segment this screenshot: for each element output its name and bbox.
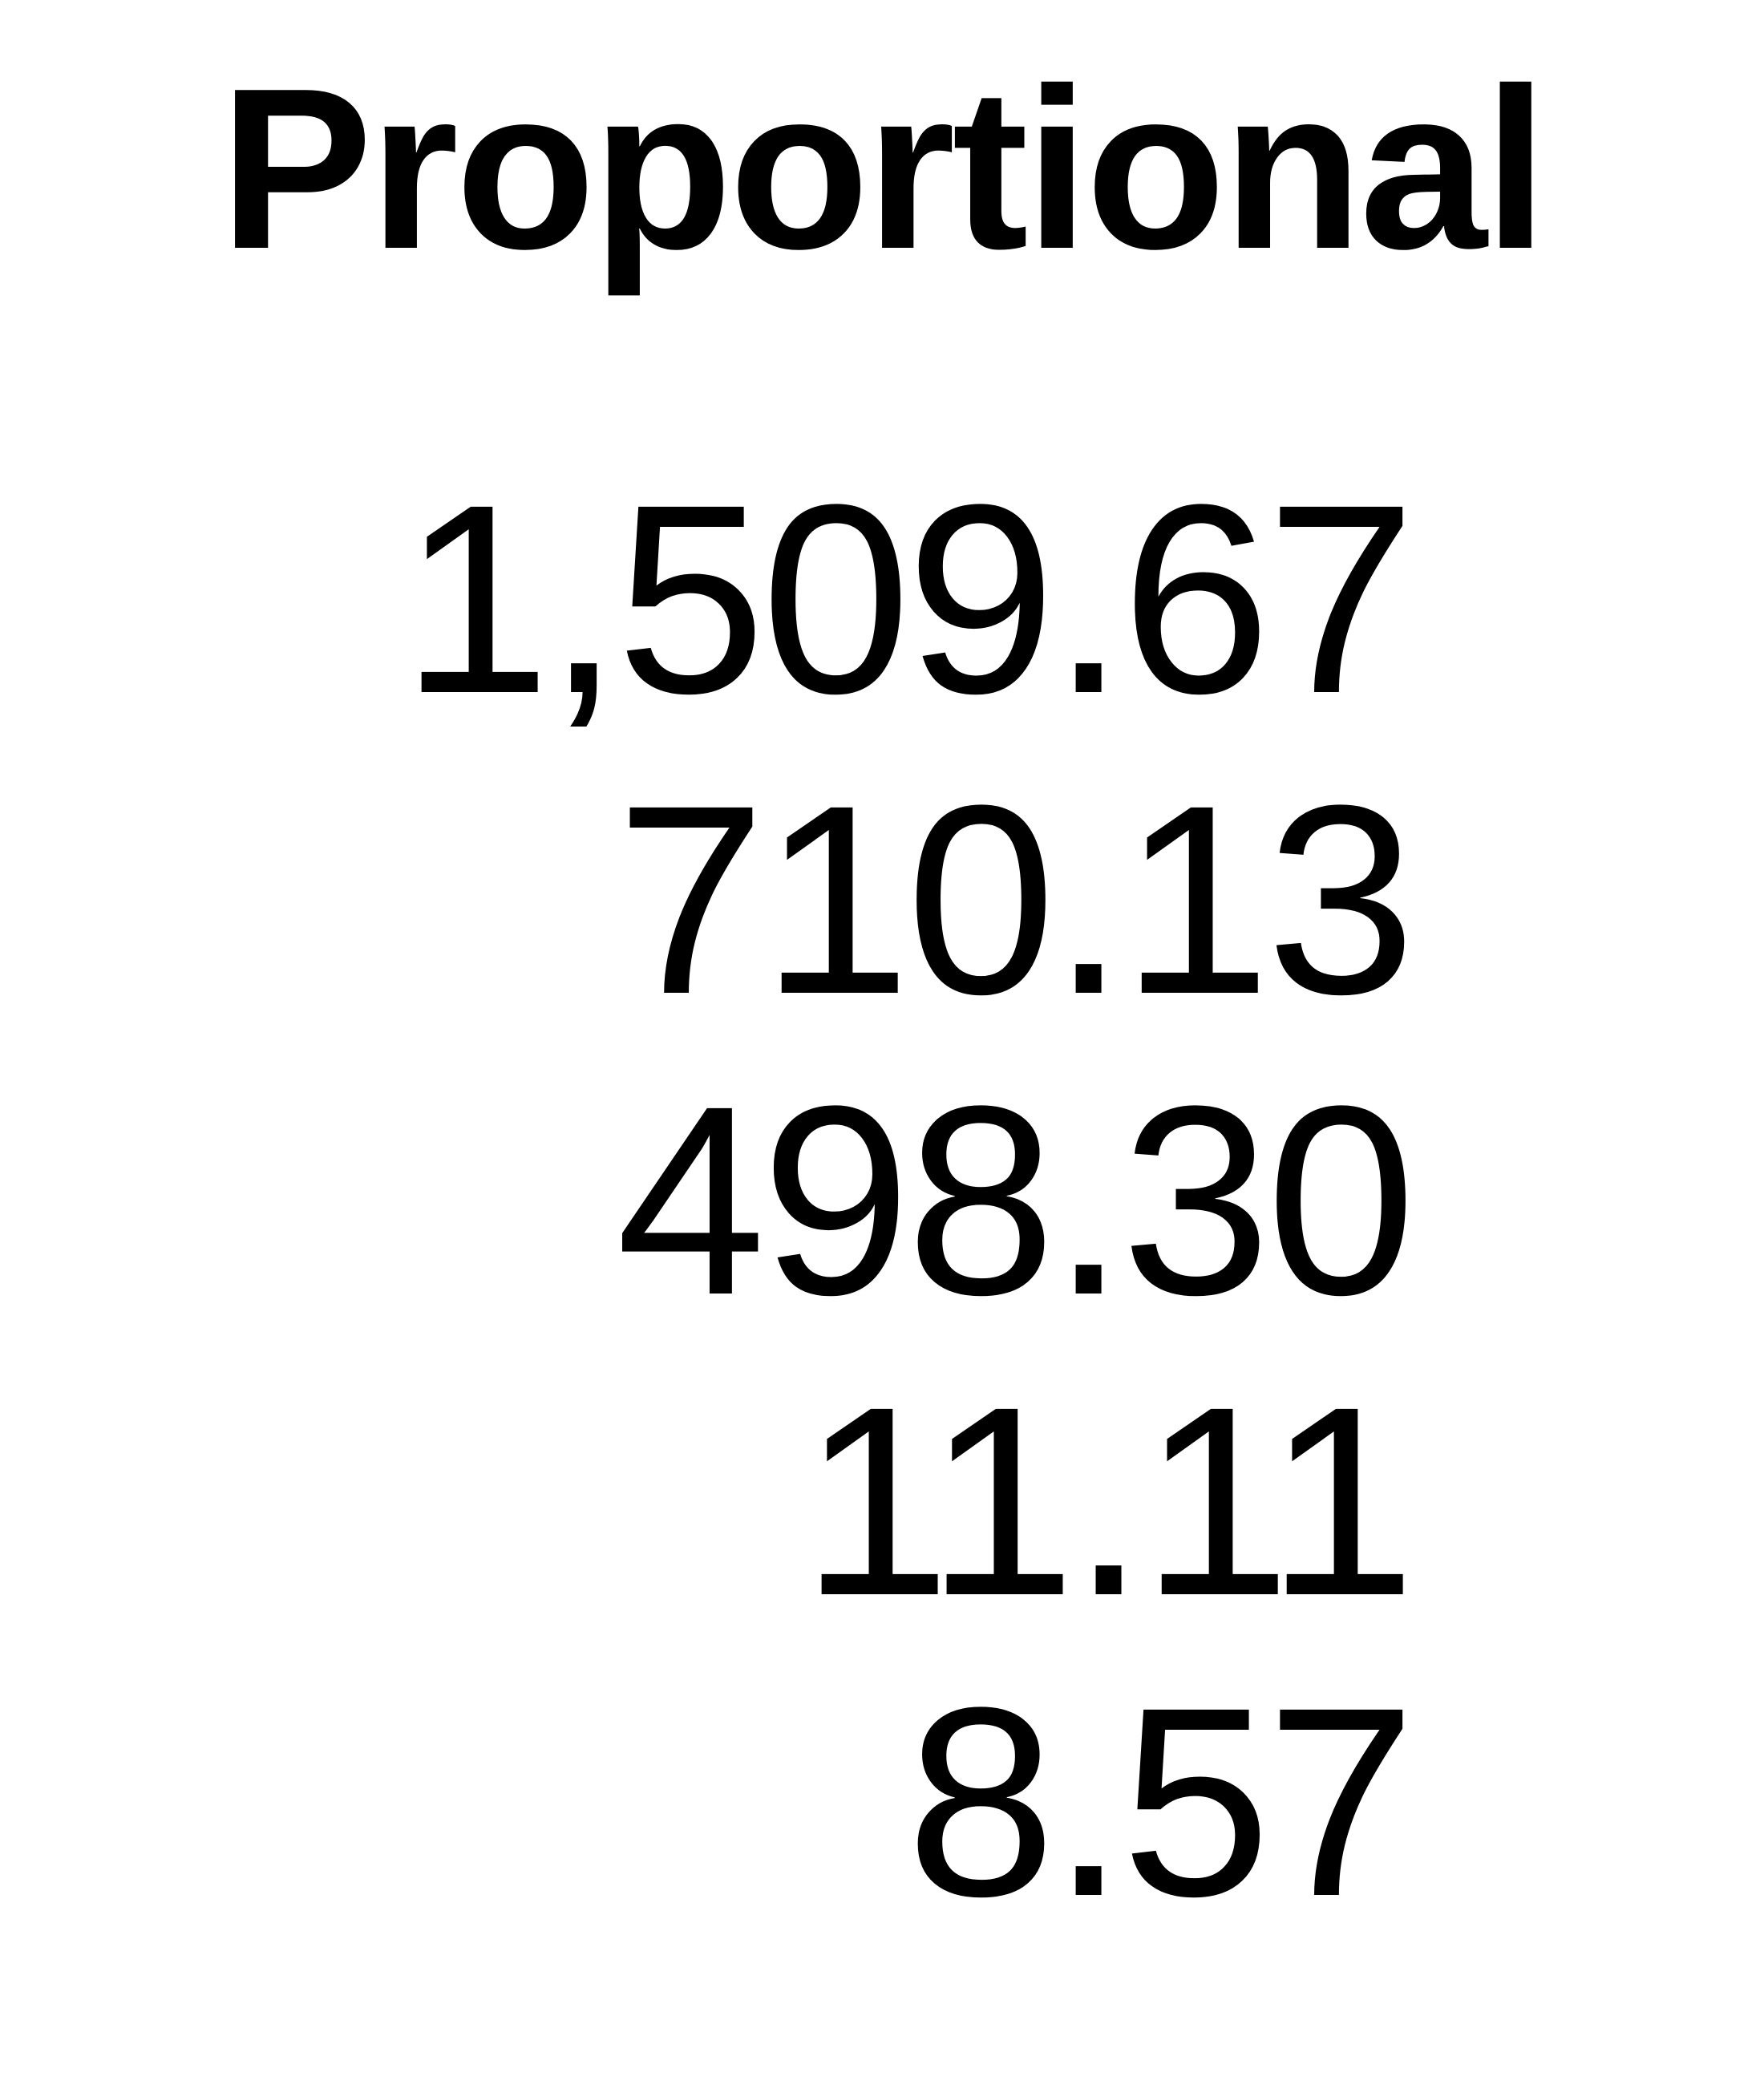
number-value: 1,509.67 (401, 449, 1416, 750)
number-value: 11.11 (801, 1351, 1416, 1652)
number-value: 8.57 (906, 1652, 1416, 1953)
number-value: 710.13 (616, 750, 1416, 1051)
number-value: 498.30 (616, 1051, 1416, 1351)
number-list: 1,509.67 710.13 498.30 11.11 8.57 (401, 449, 1416, 1953)
page-title: Proportional (219, 40, 1548, 297)
